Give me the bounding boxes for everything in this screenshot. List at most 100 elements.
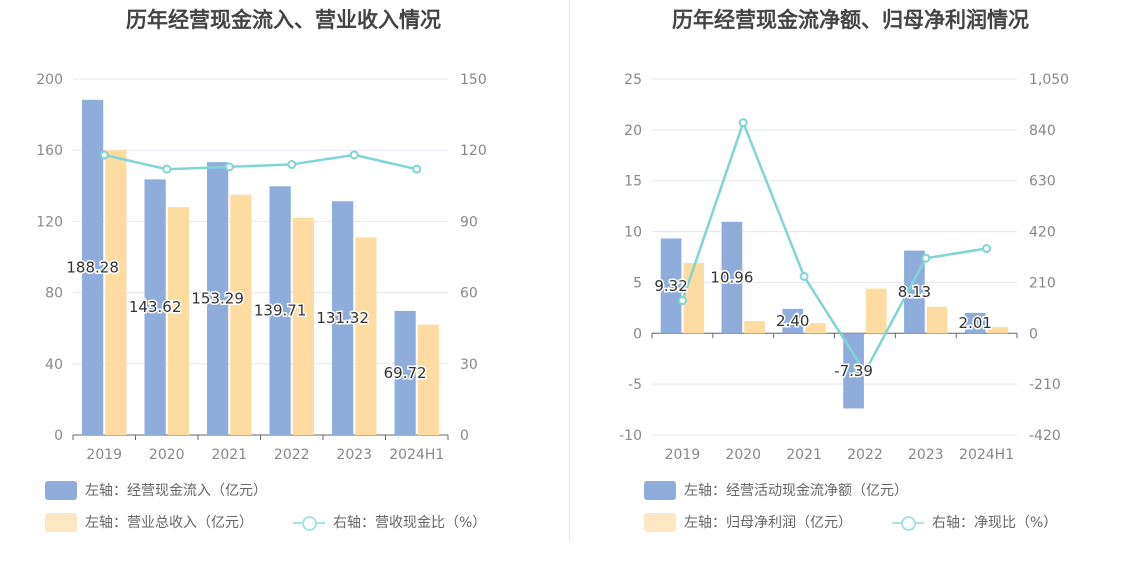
data-label: -7.39	[834, 362, 873, 380]
y-right-tick-label: 1,050	[1029, 72, 1069, 88]
data-label: 69.72	[384, 364, 427, 382]
x-tick-label: 2021	[786, 447, 822, 463]
legend-label: 右轴：营收现金比（%）	[333, 515, 487, 531]
y-right-tick-label: 150	[460, 72, 487, 88]
bar-primary	[660, 238, 682, 334]
y-right-tick-label: 0	[460, 428, 469, 444]
data-label: 131.32	[316, 309, 369, 327]
y-left-tick-label: -5	[628, 377, 642, 393]
bar-secondary	[292, 217, 314, 435]
bar-secondary	[865, 288, 887, 334]
bar-primary	[964, 312, 986, 334]
data-label: 2.40	[776, 312, 809, 330]
ratio-point	[921, 253, 931, 263]
y-right-tick-label: 630	[1029, 174, 1056, 190]
y-left-tick-label: 5	[633, 275, 642, 291]
x-tick-label: 2022	[274, 447, 310, 463]
legend-item-net-profit[interactable]: 左轴：归母净利润（亿元）	[644, 512, 852, 532]
y-left-tick-label: 20	[624, 123, 642, 139]
legend-swatch-yellow	[644, 512, 676, 532]
bar-secondary	[355, 237, 377, 435]
ratio-point	[224, 162, 234, 172]
bar-primary	[782, 308, 804, 334]
x-tick-label: 2019	[665, 447, 701, 463]
bar-secondary	[805, 323, 826, 334]
ratio-point	[287, 159, 297, 169]
data-label: 143.62	[129, 298, 182, 316]
x-tick-label: 2023	[908, 447, 944, 463]
y-right-tick-label: 120	[460, 143, 487, 159]
bar-secondary	[105, 150, 127, 435]
legend-label: 右轴：净现比（%）	[932, 515, 1058, 531]
x-tick-label: 2020	[149, 447, 185, 463]
ratio-point	[738, 118, 748, 128]
data-label: 139.71	[254, 302, 307, 320]
data-label: 188.28	[66, 258, 119, 276]
legend-label: 左轴：营业总收入（亿元）	[85, 515, 253, 531]
x-tick-label: 2019	[86, 447, 122, 463]
chart-plot-area: 0 40 80 120 160 200 0 30 60 90 120 150 2019 2020 2021 2…	[36, 72, 487, 463]
y-right-tick-label: 60	[460, 286, 478, 302]
x-tick-label: 2021	[211, 447, 247, 463]
ratio-line	[681, 118, 987, 375]
x-tick-label: 2023	[336, 447, 372, 463]
legend-item-total-revenue[interactable]: 左轴：营业总收入（亿元）	[45, 512, 253, 532]
y-left-tick-label: 25	[624, 72, 642, 88]
data-label: 9.32	[654, 277, 687, 295]
ratio-point	[860, 367, 870, 377]
y-left-tick-label: 200	[36, 72, 63, 88]
chart-title: 历年经营现金流净额、归母净利润情况	[672, 8, 1029, 32]
y-right-tick-label: -210	[1029, 377, 1061, 393]
legend-line-marker-icon	[892, 513, 924, 532]
y-left-tick-label: 160	[36, 143, 63, 159]
y-left-tick-label: 40	[45, 357, 63, 373]
legend-item-cash-revenue-ratio[interactable]: 右轴：营收现金比（%）	[293, 512, 486, 532]
ratio-point	[412, 164, 422, 174]
bar-primary	[332, 201, 354, 435]
chart-title: 历年经营现金流入、营业收入情况	[126, 8, 441, 32]
ratio-line	[103, 153, 418, 171]
legend-item-net-operating-cash[interactable]: 左轴：经营活动现金流净额（亿元）	[644, 480, 908, 500]
y-right-tick-label: 90	[460, 214, 478, 230]
data-label: 2.01	[959, 314, 992, 332]
legend-label: 左轴：归母净利润（亿元）	[684, 515, 852, 531]
y-right-tick-label: 840	[1029, 123, 1056, 139]
y-right-tick-label: -420	[1029, 428, 1061, 444]
legend-item-net-cash-ratio[interactable]: 右轴：净现比（%）	[892, 512, 1057, 532]
y-left-tick-label: 120	[36, 214, 63, 230]
legend-swatch-blue	[45, 480, 77, 500]
chart-panel-netcash-profit: 历年经营现金流净额、归母净利润情况 -10 -5 0 5 10 15 20 25 -420 -21…	[567, 0, 1134, 582]
x-tick-label: 2024H1	[389, 447, 444, 463]
y-left-tick-label: 15	[624, 174, 642, 190]
bar-primary	[144, 179, 166, 435]
y-left-tick-label: -10	[619, 428, 642, 444]
x-tick-label: 2022	[847, 447, 883, 463]
y-left-tick-label: 80	[45, 286, 63, 302]
ratio-point	[799, 271, 809, 281]
y-right-tick-label: 30	[460, 357, 478, 373]
y-right-tick-label: 210	[1029, 275, 1056, 291]
chart-panel-cashflow-revenue: 历年经营现金流入、营业收入情况 0 40 80 120 160 200 0 30 60 90 120…	[36, 8, 487, 532]
bar-primary	[82, 99, 104, 435]
bar-secondary	[417, 324, 439, 435]
bar-primary	[721, 221, 743, 334]
bar-secondary	[987, 327, 1009, 334]
bar-secondary	[926, 306, 948, 334]
x-tick-label: 2024H1	[959, 447, 1014, 463]
y-left-tick-label: 0	[633, 326, 642, 342]
legend-swatch-blue	[644, 480, 676, 500]
legend-item-cash-inflow[interactable]: 左轴：经营现金流入（亿元）	[45, 480, 267, 500]
y-left-tick-label: 0	[54, 428, 63, 444]
bar-primary	[207, 162, 229, 435]
legend-line-marker-icon	[293, 513, 325, 532]
y-right-tick-label: 420	[1029, 225, 1056, 241]
bar-secondary	[683, 263, 705, 334]
legend-label: 左轴：经营活动现金流净额（亿元）	[684, 483, 908, 499]
bar-secondary	[167, 207, 189, 435]
legend-label: 左轴：经营现金流入（亿元）	[85, 483, 267, 499]
data-label: 10.96	[710, 269, 753, 287]
ratio-point	[677, 296, 687, 306]
panel-divider	[569, 0, 570, 542]
bar-secondary	[744, 321, 765, 334]
ratio-point	[162, 164, 172, 174]
